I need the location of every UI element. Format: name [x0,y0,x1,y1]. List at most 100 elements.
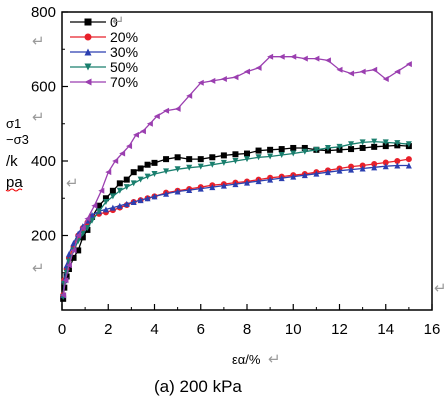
x-tick-label: 12 [331,321,348,338]
data-point [84,48,92,56]
data-point [119,150,126,157]
data-point [197,156,204,163]
y-tick-label: 200 [31,228,56,245]
data-point [109,204,116,211]
data-point [382,163,389,170]
data-point [70,247,77,254]
data-point [255,64,262,71]
data-point [84,225,91,232]
data-point [174,154,181,161]
data-point [267,153,274,160]
data-point [232,151,239,158]
data-point [301,144,308,151]
y-axis-title: σ1 −σ3 /k pa [5,116,29,192]
x-axis-title: εα/% [232,352,261,367]
data-point [324,144,331,151]
data-point [146,120,153,127]
data-point [301,172,308,179]
spellcheck-underline [5,188,23,192]
x-tick-label: 6 [197,321,205,338]
data-point [96,208,102,215]
series-line [62,56,410,296]
data-point [267,176,274,183]
data-point [130,198,137,205]
y-axis-label-line-1: σ1 [6,116,21,131]
data-point [163,168,170,175]
data-point [371,160,378,167]
y-axis-label-line-4: pa [6,174,23,191]
data-point [313,146,320,153]
data-point [267,53,274,60]
data-point [348,70,355,77]
data-point [163,156,170,163]
data-point [220,159,227,166]
data-point [60,292,67,299]
return-arrow-mark: ↵ [112,12,125,30]
data-point [209,154,216,161]
data-point [371,164,378,171]
data-point [324,57,331,64]
data-point [267,146,274,153]
return-arrow-mark: ↵ [32,32,45,50]
legend-entry: 0 [70,14,118,30]
series-20pct [60,156,412,299]
data-point [174,105,181,112]
data-point [394,140,401,147]
legend-label: 20% [110,29,138,45]
data-point [382,143,389,150]
data-point [371,143,378,150]
data-point [232,158,239,164]
data-point [371,138,378,145]
data-point [394,158,401,164]
data-point [301,55,308,62]
x-tick-label: 8 [243,321,251,338]
data-point [359,165,366,172]
data-point [116,187,123,194]
data-point [405,162,412,169]
data-point [144,161,151,168]
data-point [112,158,119,164]
edit-marks: ↵ ↵ ↵ ↵ ↵ ↵ ↵ [32,12,446,368]
data-point [89,212,96,219]
series-line [62,158,410,296]
legend-label: 70% [110,74,138,90]
data-point [144,173,151,180]
data-point [75,232,82,239]
data-point [174,166,181,173]
data-point [130,180,137,187]
legend-label: 30% [110,44,138,60]
series-layer [60,53,412,302]
data-point [405,61,412,68]
data-point [123,184,130,191]
data-point [313,170,320,177]
data-point [102,195,109,202]
data-point [359,68,366,75]
data-point [220,76,227,83]
data-point [313,55,320,62]
y-tick-label: 800 [31,4,56,21]
series-50pct [60,138,412,300]
data-point [301,148,308,155]
data-point [244,68,250,75]
data-point [116,202,123,209]
data-point [244,150,250,157]
series-line [62,140,409,298]
data-point [255,154,262,161]
data-point [336,167,343,174]
x-tick-label: 4 [150,321,158,338]
legend-entry: 50% [70,59,138,75]
data-point [232,181,239,188]
data-point [382,159,389,166]
data-point [186,187,193,194]
data-point [174,188,181,195]
legend-label: 50% [110,59,138,75]
data-point [62,277,69,284]
data-point [102,198,109,205]
axes-layer: 0 2 4 6 8 10 12 14 16 200 400 600 800 [31,4,440,338]
data-point [244,156,250,163]
data-point [75,247,82,254]
data-point [220,152,227,159]
data-point [70,254,77,261]
data-point [348,141,355,148]
